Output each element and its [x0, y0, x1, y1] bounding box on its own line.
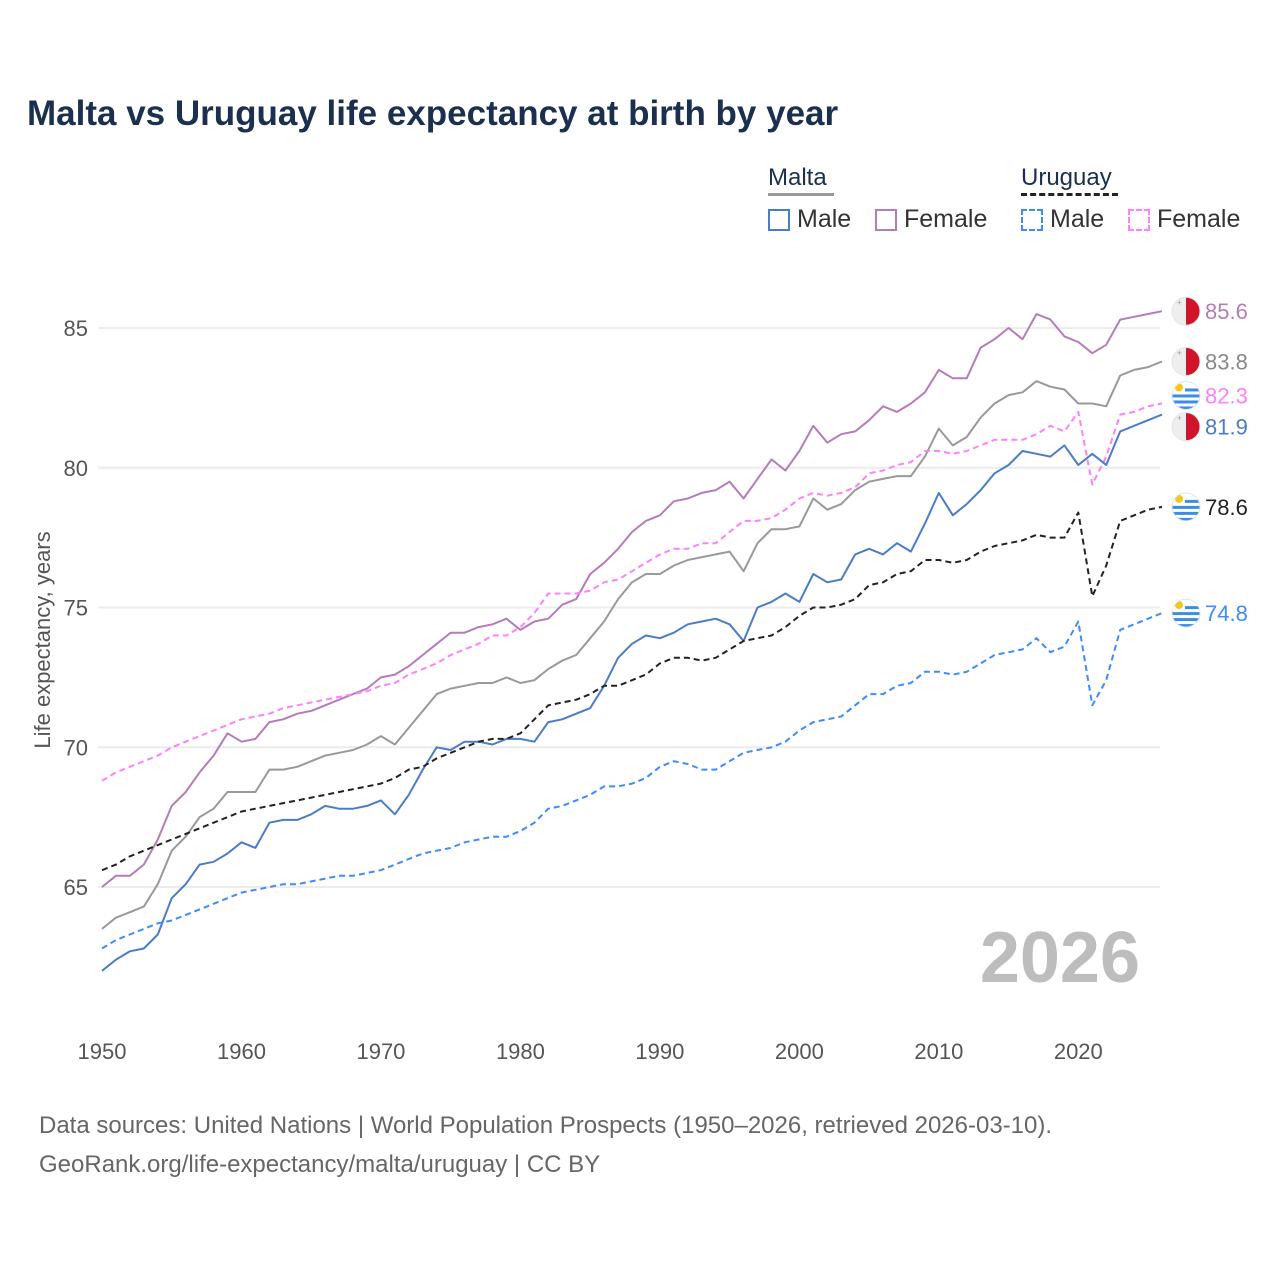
flag-border	[1171, 347, 1201, 377]
legend-item-malta-male[interactable]: Male	[768, 205, 851, 234]
flag-sun	[1175, 494, 1183, 503]
end-value-label: 81.9	[1205, 415, 1248, 440]
legend-swatch	[1021, 208, 1043, 231]
legend-group-malta: Malta	[768, 164, 834, 196]
flag-stripe	[1172, 388, 1200, 392]
x-tick-label: 2010	[914, 1039, 963, 1064]
flag-red-half	[1186, 412, 1200, 441]
legend-label: Female	[1157, 205, 1241, 233]
flag-stripe	[1172, 406, 1200, 410]
y-axis-label: Life expectancy, years	[30, 531, 55, 748]
legend-item-malta-female[interactable]: Female	[875, 205, 987, 234]
end-label-group: +85.6	[1171, 296, 1248, 326]
line-chart: 65 70 75 80 85 1950 1960 1970 1980 1990 2000 2010 20…	[30, 296, 1248, 1064]
flag-stripe	[1172, 517, 1200, 521]
end-value-label: 78.6	[1205, 495, 1248, 520]
series-line-malta-male	[101, 413, 1163, 972]
flag-cross: +	[1177, 414, 1182, 423]
end-label-group: 78.6	[1171, 492, 1248, 522]
flag-red-half	[1186, 297, 1200, 326]
legend-uruguay-line-swatch	[1021, 193, 1118, 196]
legend-item-uruguay-male[interactable]: Male	[1021, 205, 1104, 234]
flag-stripe	[1172, 499, 1200, 503]
y-tick-label: 65	[64, 875, 88, 900]
legend-group-uruguay-label: Uruguay	[1021, 164, 1112, 191]
x-tick-label: 1950	[78, 1039, 127, 1064]
legend-group-malta-label: Malta	[768, 164, 827, 191]
flag-cross: +	[1177, 298, 1182, 307]
end-labels: +85.6+ 83.882.3+ 81.978.674.8	[1171, 296, 1248, 628]
x-tick-label: 1990	[635, 1039, 684, 1064]
x-tick-label: 1960	[217, 1039, 266, 1064]
x-tick-label: 1980	[496, 1039, 545, 1064]
end-value-label: 82.3	[1205, 383, 1248, 408]
legend-malta-line-swatch	[768, 193, 834, 196]
flag-sun	[1175, 601, 1183, 610]
y-tick-label: 75	[64, 596, 88, 621]
legend-group-uruguay: Uruguay	[1021, 164, 1118, 196]
end-label-group: +81.9	[1171, 412, 1248, 442]
flag-stripe	[1172, 400, 1200, 404]
y-tick-label: 70	[64, 735, 88, 760]
legend-label: Male	[797, 205, 852, 233]
flag-stripe	[1172, 511, 1200, 515]
end-label-group: +83.8	[1171, 347, 1248, 377]
end-label-group: 82.3	[1171, 380, 1248, 410]
flag-white-half	[1172, 297, 1186, 326]
series-line-malta-female	[101, 310, 1163, 888]
series-line-uruguay-male	[101, 612, 1163, 950]
flag-stripe	[1172, 505, 1200, 509]
flag-stripe	[1172, 394, 1200, 398]
malta-flag-icon: +	[1172, 347, 1200, 376]
year-watermark: 2026	[980, 918, 1140, 998]
legend-swatch	[1128, 208, 1150, 231]
attribution-link[interactable]: GeoRank.org/life-expectancy/malta/urugua…	[39, 1151, 601, 1178]
x-tick-label: 2000	[775, 1039, 824, 1064]
grid: 65 70 75 80 85 1950 1960 1970 1980 1990 2000 2010 20…	[64, 316, 1160, 1064]
flag-sun	[1175, 383, 1183, 392]
footer: Data sources: United Nations | World Pop…	[39, 1106, 1052, 1184]
series-line-uruguay-female	[101, 402, 1163, 782]
malta-flag-icon: +	[1172, 297, 1200, 326]
flag-border	[1171, 598, 1201, 628]
flag-stripe	[1172, 618, 1200, 622]
x-tick-label: 2020	[1054, 1039, 1103, 1064]
flag-white-half	[1172, 347, 1186, 376]
chart-title: Malta vs Uruguay life expectancy at birt…	[27, 94, 839, 133]
flag-border	[1171, 296, 1201, 326]
end-label-group: 74.8	[1171, 598, 1248, 628]
flag-cross: +	[1177, 349, 1182, 358]
series-line-uruguay	[101, 505, 1163, 872]
end-value-label: 83.8	[1205, 350, 1248, 375]
legend-swatch	[768, 208, 790, 231]
y-tick-label: 85	[64, 316, 88, 341]
end-value-label: 85.6	[1205, 299, 1248, 324]
flag-border	[1171, 380, 1201, 410]
legend-item-uruguay-female[interactable]: Female	[1128, 205, 1240, 234]
flag-stripe	[1172, 612, 1200, 616]
flag-border	[1171, 492, 1201, 522]
data-source-text: Data sources: United Nations | World Pop…	[39, 1112, 1053, 1139]
series-line-malta	[101, 360, 1163, 930]
malta-flag-icon: +	[1172, 412, 1200, 441]
end-value-label: 74.8	[1205, 601, 1248, 626]
flag-red-half	[1186, 347, 1200, 376]
flag-white-half	[1172, 412, 1186, 441]
flag-stripe	[1172, 624, 1200, 628]
legend-label: Female	[904, 205, 988, 233]
flag-border	[1171, 412, 1201, 442]
flag-stripe	[1172, 606, 1200, 610]
y-tick-label: 80	[64, 456, 88, 481]
legend-label: Male	[1050, 205, 1105, 233]
x-tick-label: 1970	[356, 1039, 405, 1064]
series-lines	[101, 310, 1163, 972]
legend-swatch	[875, 208, 897, 231]
